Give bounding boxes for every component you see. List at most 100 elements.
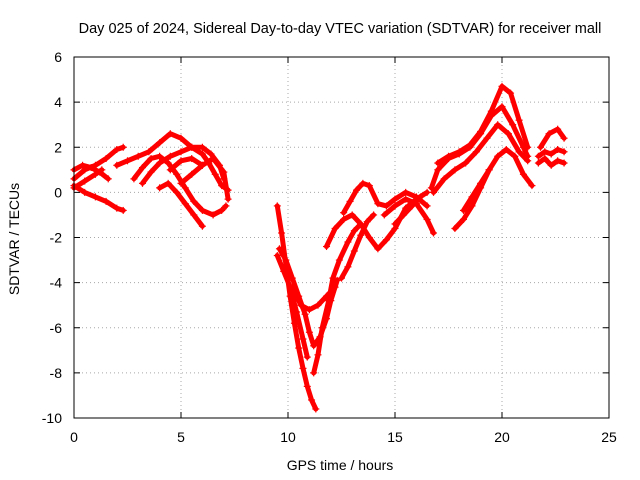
data-point <box>554 146 562 154</box>
data-point <box>451 166 459 174</box>
data-point <box>350 247 358 255</box>
data-point <box>477 179 485 187</box>
data-point <box>528 182 536 190</box>
series-trace <box>431 122 531 195</box>
series-trace <box>274 203 319 412</box>
series-trace <box>461 167 492 213</box>
data-point <box>173 188 181 196</box>
data-point <box>198 143 206 151</box>
axis-ticks: 0 5 10 15 20 25 -10 -8 -6 -4 -2 0 2 4 6 <box>42 49 617 445</box>
data-point <box>344 238 352 246</box>
data-point <box>391 202 399 210</box>
data-point <box>190 197 198 205</box>
data-point <box>310 369 318 377</box>
data-point <box>323 243 331 251</box>
data-point <box>113 146 121 154</box>
data-point <box>477 127 485 135</box>
data-point <box>391 220 399 228</box>
x-tick-label: 10 <box>280 429 296 445</box>
data-point <box>402 188 410 196</box>
data-point <box>301 310 309 318</box>
data-point <box>430 188 438 196</box>
data-point <box>462 159 470 167</box>
data-point <box>119 206 127 214</box>
data-point <box>459 215 467 223</box>
data-point <box>297 301 305 309</box>
data-point <box>91 193 99 201</box>
series-trace <box>381 196 436 236</box>
data-point <box>325 297 333 305</box>
data-point <box>534 159 542 167</box>
data-point <box>408 202 416 210</box>
data-point <box>331 224 339 232</box>
data-point <box>541 148 549 156</box>
data-point <box>188 155 196 163</box>
data-point <box>87 164 95 172</box>
series-track-25 <box>459 166 493 214</box>
data-point <box>198 206 206 214</box>
data-point <box>188 170 196 178</box>
data-point <box>504 130 512 138</box>
data-point <box>515 148 523 156</box>
y-tick-label: -8 <box>50 365 63 381</box>
data-point <box>181 200 189 208</box>
data-point <box>188 143 196 151</box>
data-point <box>357 231 365 239</box>
data-point <box>357 220 365 228</box>
data-point <box>177 148 185 156</box>
y-tick-label: 4 <box>54 94 62 110</box>
data-point <box>427 184 435 192</box>
series-track-10 <box>166 155 206 174</box>
data-point <box>511 152 519 160</box>
x-tick-label: 15 <box>387 429 403 445</box>
data-point <box>164 179 172 187</box>
data-point <box>423 202 431 210</box>
data-point <box>554 125 562 133</box>
data-point <box>273 202 281 210</box>
data-point <box>554 157 562 165</box>
data-point <box>560 148 568 156</box>
data-point <box>498 82 506 90</box>
series-trace <box>435 83 531 166</box>
data-point <box>130 175 138 183</box>
data-point <box>173 170 181 178</box>
data-point <box>288 274 296 282</box>
series-trace <box>71 183 126 213</box>
data-point <box>434 159 442 167</box>
data-point <box>314 301 322 309</box>
data-point <box>303 382 311 390</box>
data-point <box>445 152 452 160</box>
data-point <box>359 179 367 187</box>
data-point <box>374 245 382 253</box>
series-trace <box>392 194 424 227</box>
series-trace <box>178 156 231 202</box>
data-point <box>166 152 174 160</box>
data-point <box>466 141 474 149</box>
data-point <box>494 152 502 160</box>
data-point <box>314 351 322 359</box>
data-point <box>124 157 131 165</box>
data-point <box>370 211 378 219</box>
y-tick-label: -10 <box>42 410 62 426</box>
data-point <box>102 197 110 205</box>
data-point <box>423 188 431 196</box>
data-point <box>468 202 476 210</box>
data-point <box>440 175 448 183</box>
y-tick-label: 6 <box>54 49 62 65</box>
data-point <box>434 166 442 174</box>
data-point <box>207 150 215 158</box>
data-point <box>363 218 371 226</box>
data-point <box>166 166 174 174</box>
data-point <box>515 116 523 124</box>
data-point <box>534 152 542 160</box>
data-point <box>156 159 164 167</box>
data-point <box>494 121 502 129</box>
data-point <box>177 179 185 187</box>
series-trace <box>538 126 567 150</box>
data-point <box>483 134 491 142</box>
data-point <box>472 148 480 156</box>
data-point <box>113 204 121 212</box>
series-trace <box>274 253 310 360</box>
series-trace <box>324 189 430 252</box>
data-point <box>382 236 390 244</box>
